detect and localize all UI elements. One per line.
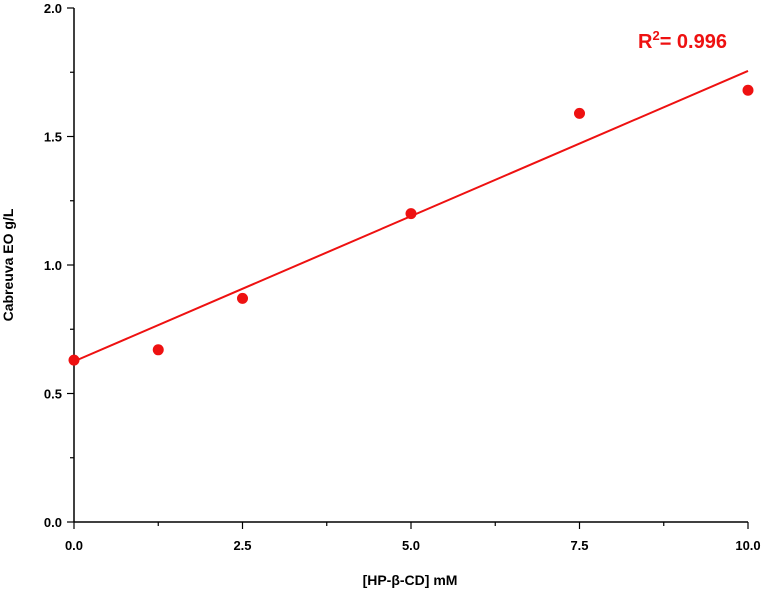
- data-point: [405, 208, 417, 220]
- x-tick-label: 5.0: [402, 538, 420, 553]
- data-point: [237, 292, 248, 304]
- y-tick-label: 1.0: [44, 258, 62, 273]
- axes: [73, 8, 748, 523]
- x-axis-ticks: 0.0 2.5 5.0 7.5 10.0: [65, 522, 761, 553]
- r-squared-annotation: R2= 0.996: [638, 28, 727, 53]
- data-points: [68, 84, 754, 366]
- r-squared-superscript: 2: [652, 28, 659, 43]
- y-tick-label: 0.0: [44, 515, 62, 530]
- x-tick-label: 10.0: [735, 538, 760, 553]
- data-point: [574, 107, 585, 119]
- data-point: [152, 344, 164, 356]
- y-tick-label: 0.5: [44, 387, 62, 402]
- y-tick-label: 2.0: [44, 1, 62, 16]
- x-axis-title: [HP-β-CD] mM: [363, 572, 458, 588]
- r-squared-value: = 0.996: [660, 31, 727, 53]
- y-tick-label: 1.5: [44, 130, 62, 145]
- x-tick-label: 0.0: [65, 538, 83, 553]
- y-axis-ticks: 0.0 0.5 1.0 1.5 2.0: [44, 1, 74, 530]
- data-point: [68, 354, 80, 366]
- data-point: [742, 84, 754, 96]
- x-tick-label: 7.5: [570, 538, 588, 553]
- y-axis-title: Cabreuva EO g/L: [0, 208, 16, 321]
- x-tick-label: 2.5: [233, 538, 251, 553]
- r-squared-letter: R: [638, 31, 653, 53]
